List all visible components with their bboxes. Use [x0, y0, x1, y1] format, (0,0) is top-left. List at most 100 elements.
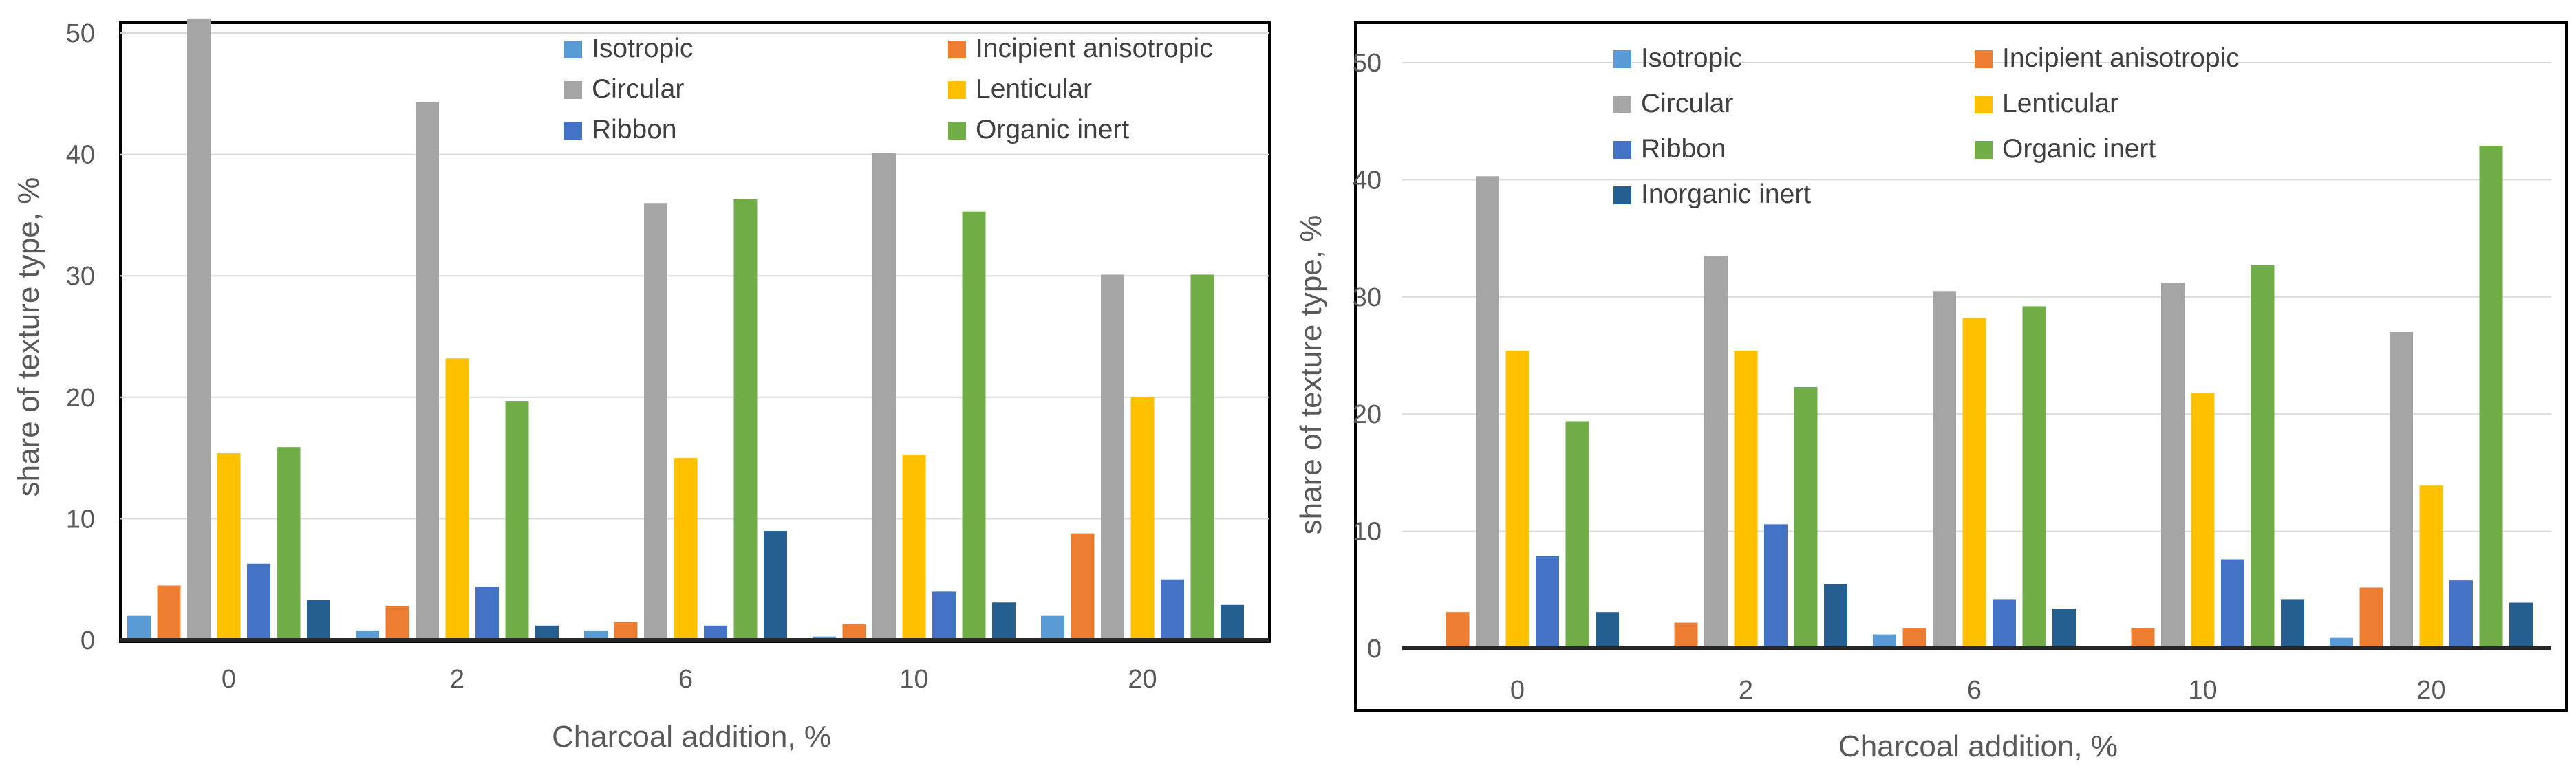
chart-right-bar-organic-inert-0 — [1565, 421, 1589, 648]
chart-right-bar-incipient-anisotropic-6 — [1902, 628, 1926, 648]
chart-right-y-tick-label: 0 — [1367, 635, 1382, 664]
chart-right-bar-incipient-anisotropic-0 — [1446, 612, 1470, 648]
chart-left-bar-lenticular-20 — [1130, 397, 1155, 640]
chart-right-bar-inorganic-inert-20 — [2509, 602, 2533, 648]
chart-left-legend-swatch-incipient-anisotropic — [948, 41, 966, 58]
chart-left-x-tick-label: 6 — [678, 665, 693, 694]
chart-left-y-axis-label: share of texture type, % — [12, 177, 45, 497]
chart-left-y-tick-label: 50 — [66, 19, 95, 48]
chart-right-bar-circular-2 — [1704, 256, 1728, 648]
chart-left-bar-ribbon-6 — [704, 625, 727, 640]
chart-right-y-tick-label: 10 — [1353, 518, 1382, 547]
chart-left-bar-circular-10 — [872, 153, 896, 641]
chart-right-legend-swatch-ribbon — [1613, 141, 1631, 159]
chart-left-x-axis-label: Charcoal addition, % — [552, 720, 831, 754]
chart-right-bar-inorganic-inert-2 — [1824, 584, 1847, 648]
chart-left-legend-swatch-isotropic — [564, 41, 582, 58]
chart-right-bars — [1446, 145, 2533, 649]
chart-right-bar-inorganic-inert-6 — [2052, 609, 2076, 648]
chart-right-bar-lenticular-20 — [2419, 485, 2443, 648]
chart-right-y-tick-labels: 0 10 20 30 40 50 — [1353, 49, 1382, 664]
chart-left-bar-isotropic-6 — [584, 630, 608, 640]
chart-left-x-tick-label: 20 — [1128, 665, 1157, 694]
chart-left-bar-incipient-anisotropic-10 — [842, 624, 866, 640]
chart-left-bar-lenticular-0 — [217, 453, 241, 640]
chart-left-bar-inorganic-inert-6 — [764, 531, 787, 640]
chart-right-bar-circular-10 — [2161, 283, 2185, 648]
chart-right-legend-swatch-isotropic — [1613, 50, 1631, 68]
chart-right-y-tick-label: 50 — [1353, 49, 1382, 78]
chart-right-bar-circular-0 — [1476, 176, 1499, 649]
chart-left-bar-inorganic-inert-2 — [535, 625, 559, 640]
chart-right-bar-incipient-anisotropic-10 — [2131, 628, 2155, 648]
chart-left-bar-ribbon-20 — [1161, 579, 1184, 640]
chart-left-legend: Isotropic Incipient anisotropic Circular Le… — [564, 34, 1213, 144]
chart-right-bar-organic-inert-6 — [2022, 306, 2046, 648]
chart-left-bar-organic-inert-0 — [277, 447, 301, 640]
chart-right-bar-ribbon-6 — [1993, 599, 2016, 648]
chart-right-legend-label-ribbon: Ribbon — [1641, 134, 1726, 164]
chart-right-bar-lenticular-10 — [2191, 393, 2215, 648]
chart-left-x-tick-label: 0 — [222, 665, 236, 694]
chart-right-bar-ribbon-10 — [2221, 559, 2244, 648]
chart-left-y-tick-label: 0 — [80, 626, 95, 655]
chart-right-y-tick-label: 40 — [1353, 166, 1382, 195]
chart-right-x-tick-label: 20 — [2416, 676, 2445, 705]
chart-right-bar-incipient-anisotropic-2 — [1674, 622, 1698, 648]
chart-right-legend-swatch-lenticular — [1975, 96, 1993, 113]
chart-left-bar-organic-inert-6 — [733, 199, 758, 640]
chart-right-bar-ribbon-20 — [2449, 580, 2473, 648]
chart-right-y-axis-label: share of texture type, % — [1294, 215, 1328, 535]
chart-left-x-tick-label: 10 — [899, 665, 928, 694]
chart-right-bar-ribbon-0 — [1536, 556, 1559, 648]
chart-right-bar-lenticular-6 — [1962, 318, 1986, 648]
chart-right-bar-circular-6 — [1933, 291, 1956, 648]
chart-left-legend-label-lenticular: Lenticular — [976, 74, 1092, 104]
chart-left-x-tick-labels: 0 2 6 10 20 — [222, 665, 1157, 694]
chart-right-x-tick-label: 10 — [2188, 676, 2217, 705]
chart-left-bar-ribbon-10 — [932, 591, 956, 640]
chart-right-bar-isotropic-20 — [2330, 637, 2353, 648]
chart-left-legend-swatch-ribbon — [564, 122, 582, 140]
chart-right-bar-incipient-anisotropic-20 — [2359, 587, 2383, 648]
chart-right-bar-organic-inert-20 — [2479, 145, 2503, 648]
chart-right-bar-lenticular-0 — [1505, 351, 1530, 648]
chart-left-bar-inorganic-inert-10 — [992, 602, 1016, 640]
chart-right-legend: Isotropic Incipient anisotropic Circular Le… — [1613, 43, 2240, 209]
chart-left-y-tick-label: 30 — [66, 262, 95, 291]
chart-left-legend-label-incipient-anisotropic: Incipient anisotropic — [976, 34, 1213, 63]
chart-left-bar-incipient-anisotropic-20 — [1071, 533, 1095, 640]
chart-left-bar-isotropic-2 — [356, 630, 379, 640]
chart-left-bar-isotropic-20 — [1041, 615, 1064, 640]
chart-left-bar-lenticular-6 — [674, 458, 698, 640]
chart-left-bar-circular-20 — [1101, 274, 1124, 641]
chart-right-bar-organic-inert-10 — [2251, 265, 2275, 648]
chart-left-legend-label-circular: Circular — [592, 74, 684, 104]
chart-right-legend-label-lenticular: Lenticular — [2002, 89, 2118, 118]
chart-right-legend-label-organic-inert: Organic inert — [2002, 134, 2156, 164]
chart-left-y-tick-label: 10 — [66, 505, 95, 534]
chart-right-legend-swatch-organic-inert — [1975, 141, 1993, 159]
chart-left-bar-incipient-anisotropic-6 — [614, 622, 638, 640]
chart-left-legend-label-ribbon: Ribbon — [592, 115, 677, 144]
chart-right-y-tick-label: 30 — [1353, 283, 1382, 312]
chart-left-bar-incipient-anisotropic-2 — [385, 606, 409, 640]
chart-right-legend-swatch-circular — [1613, 96, 1631, 113]
chart-left: 0 10 20 30 40 50 0 2 6 10 20 Isotropic Incipient a… — [12, 18, 1271, 754]
chart-left-legend-label-organic-inert: Organic inert — [976, 115, 1129, 144]
chart-left-bar-inorganic-inert-20 — [1221, 604, 1244, 640]
chart-left-bar-circular-2 — [416, 102, 439, 641]
chart-left-bar-ribbon-0 — [247, 563, 270, 640]
chart-right-bar-inorganic-inert-10 — [2281, 599, 2304, 648]
chart-left-legend-label-isotropic: Isotropic — [592, 34, 693, 63]
chart-right-y-tick-label: 20 — [1353, 400, 1382, 429]
chart-left-bar-organic-inert-10 — [962, 211, 986, 640]
chart-right-legend-swatch-incipient-anisotropic — [1975, 50, 1993, 68]
chart-right-x-tick-label: 0 — [1510, 676, 1525, 705]
chart-left-bar-organic-inert-20 — [1190, 274, 1214, 641]
chart-left-bar-circular-6 — [644, 203, 667, 640]
chart-left-y-tick-label: 20 — [66, 384, 95, 413]
chart-left-x-tick-label: 2 — [450, 665, 464, 694]
chart-right-x-axis-label: Charcoal addition, % — [1838, 730, 2118, 763]
chart-left-gridlines — [120, 32, 1269, 520]
